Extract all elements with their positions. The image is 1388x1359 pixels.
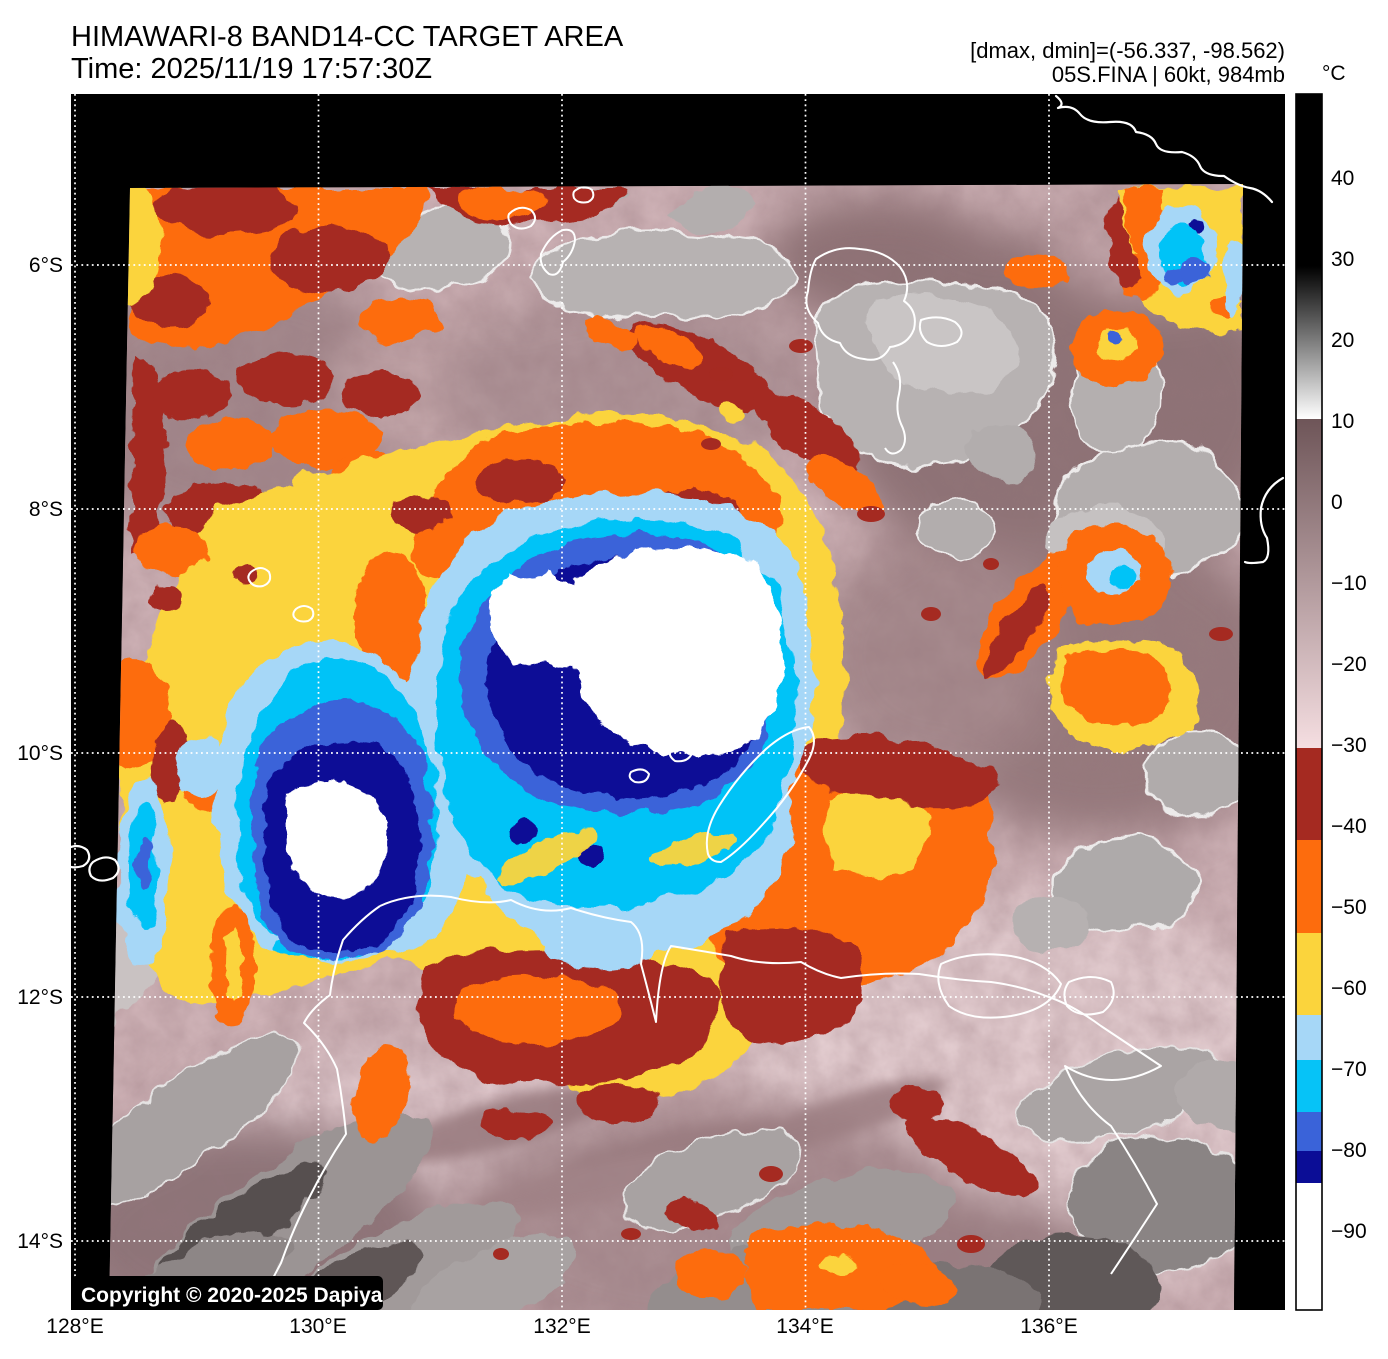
svg-text:Copyright © 2020-2025 Dapiya: Copyright © 2020-2025 Dapiya [81, 1284, 383, 1307]
